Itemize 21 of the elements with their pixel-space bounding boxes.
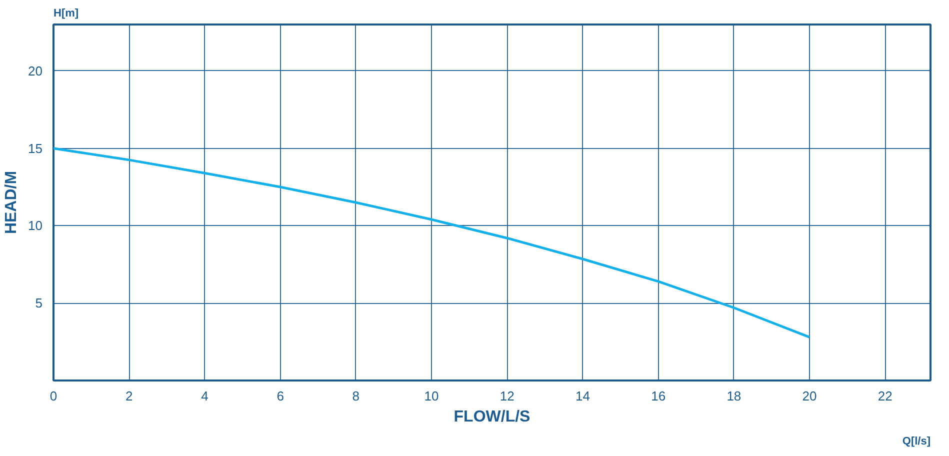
x-tick-label: 18 [726, 388, 742, 404]
y-tick-label: 15 [28, 140, 43, 156]
y-tick-label: 10 [28, 218, 43, 234]
x-tick-label: 8 [352, 388, 360, 404]
x-tick-label: 12 [500, 388, 514, 404]
x-tick-label: 16 [651, 388, 666, 404]
x-tick-label: 6 [276, 388, 284, 404]
x-tick-label: 14 [575, 388, 590, 404]
x-axis-title: FLOW/L/S [454, 408, 531, 426]
text: H[m] [54, 8, 79, 20]
y-axis-title: HEAD/M [3, 170, 20, 234]
x-tick-label: 20 [802, 388, 817, 404]
x-tick-label: 0 [50, 388, 58, 404]
x-tick-label: 2 [125, 388, 133, 404]
line-series [54, 147, 811, 338]
x-tick-label: 10 [424, 388, 439, 404]
text: Q[l/s] [902, 436, 931, 448]
y-tick-label: 5 [35, 296, 43, 311]
x-tick-label: 22 [878, 388, 892, 404]
x-tick-label: 4 [201, 388, 208, 404]
y-tick-label: 20 [28, 63, 43, 78]
